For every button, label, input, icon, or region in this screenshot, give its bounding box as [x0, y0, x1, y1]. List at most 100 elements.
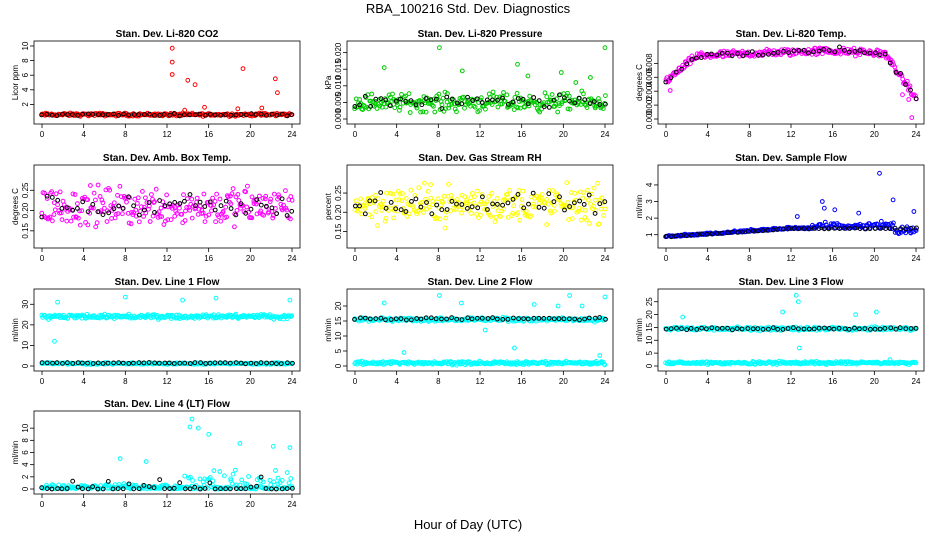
data-point: [523, 208, 529, 214]
data-point: [169, 205, 175, 211]
x-tick-label: 24: [601, 254, 610, 263]
data-point: [556, 316, 562, 322]
data-point: [525, 316, 531, 322]
data-point: [275, 90, 280, 96]
data-point: [258, 111, 264, 117]
data-point: [352, 317, 357, 322]
data-point: [572, 100, 578, 106]
data-point: [289, 208, 295, 214]
data-point: [233, 311, 239, 317]
data-point: [131, 112, 137, 117]
data-point: [688, 326, 694, 331]
data-point: [454, 100, 460, 106]
data-point: [362, 93, 368, 99]
data-point: [51, 200, 57, 206]
data-point: [187, 486, 193, 492]
data-point: [558, 70, 564, 75]
data-point: [156, 360, 162, 366]
data-point: [393, 206, 399, 212]
x-tick-label: 8: [436, 130, 441, 139]
data-point: [603, 93, 608, 98]
y-tick-label: 0.20: [21, 202, 30, 218]
data-point: [126, 481, 132, 487]
data-point: [531, 302, 537, 307]
data-point: [153, 186, 159, 192]
data-point: [202, 219, 208, 225]
data-point: [379, 208, 385, 213]
data-point: [85, 486, 91, 492]
data-point: [811, 326, 817, 332]
data-point: [522, 104, 527, 110]
data-point: [434, 96, 439, 102]
data-point: [413, 196, 419, 202]
data-point: [500, 95, 505, 101]
data-point: [725, 50, 730, 56]
data-point: [193, 203, 198, 209]
data-point: [172, 204, 178, 210]
data-point: [217, 469, 223, 474]
data-point: [502, 99, 508, 104]
data-point: [115, 486, 121, 492]
data-point: [279, 111, 285, 117]
x-tick-label: 16: [204, 130, 213, 139]
x-tick-label: 16: [517, 130, 526, 139]
chart-panel: Stan. Dev. Line 3 Flow 0 4 8 12 16 20 24 0 5 10 15 2…: [635, 277, 925, 386]
data-point: [268, 196, 274, 202]
data-point: [374, 106, 380, 111]
y-tick-label: 10: [21, 423, 30, 432]
data-point: [785, 326, 791, 331]
data-point: [284, 213, 290, 218]
data-point: [882, 51, 888, 57]
data-point: [182, 360, 188, 366]
data-point: [94, 220, 100, 226]
x-tick-label: 4: [705, 377, 710, 386]
data-point: [424, 200, 429, 205]
y-tick-label: 15: [645, 322, 654, 331]
data-point: [709, 325, 715, 331]
data-point: [120, 211, 125, 217]
data-point: [479, 315, 485, 321]
data-point: [188, 474, 193, 480]
data-point: [396, 197, 402, 203]
x-tick-label: 0: [40, 254, 45, 263]
data-point: [383, 215, 389, 221]
data-point: [541, 104, 547, 110]
data-point: [832, 51, 838, 56]
data-point: [906, 87, 911, 93]
data-point: [749, 49, 755, 54]
data-point: [121, 111, 126, 117]
y-tick-label: 0.005: [334, 92, 343, 113]
data-point: [482, 327, 488, 333]
data-point: [520, 188, 526, 194]
data-point: [166, 360, 172, 366]
data-point: [443, 215, 449, 221]
data-point: [375, 223, 380, 228]
data-point: [103, 112, 108, 118]
data-point: [557, 92, 562, 98]
data-point: [577, 198, 582, 204]
data-point: [253, 486, 259, 492]
data-point: [212, 360, 218, 366]
y-tick-label: 10: [645, 335, 654, 344]
x-tick-label: 4: [81, 254, 86, 263]
y-tick-label: 0.006: [645, 67, 654, 88]
data-point: [248, 360, 254, 366]
data-point: [694, 55, 699, 61]
y-tick-label: 0.20: [334, 204, 343, 220]
data-point: [253, 361, 259, 367]
data-point: [177, 205, 182, 211]
data-point: [551, 316, 557, 322]
data-point: [425, 101, 431, 106]
data-point: [572, 316, 578, 322]
data-point: [177, 113, 183, 119]
data-point: [725, 49, 730, 54]
data-point: [90, 112, 96, 117]
data-point: [584, 217, 589, 223]
data-point: [218, 203, 224, 209]
data-point: [541, 316, 547, 321]
data-point: [601, 213, 606, 218]
data-point: [484, 97, 490, 103]
data-point: [553, 101, 559, 107]
data-point: [403, 209, 409, 214]
